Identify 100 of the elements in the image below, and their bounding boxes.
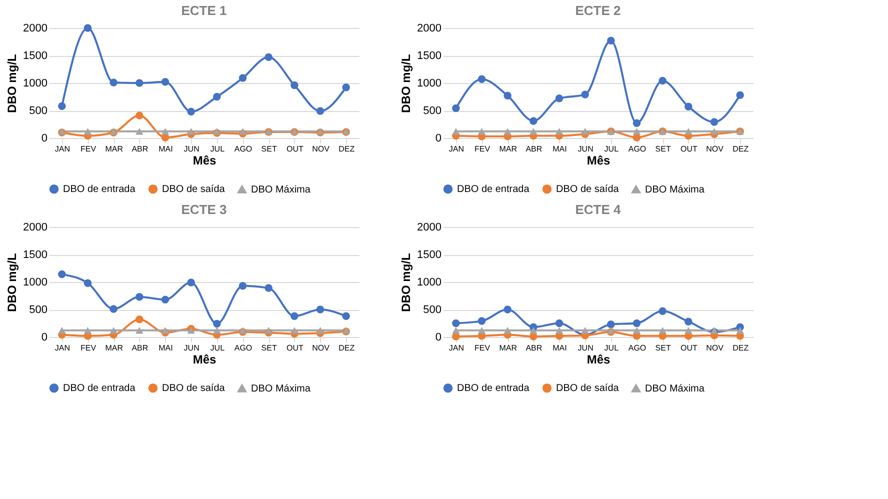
- y-tick-label: 1000: [23, 276, 48, 288]
- point: [161, 128, 170, 135]
- x-tick-label: MAR: [499, 344, 518, 352]
- x-tick-label: DEZ: [338, 344, 355, 352]
- x-tick-label: FEV: [80, 344, 97, 352]
- y-tick-label: 1000: [23, 78, 48, 90]
- point: [452, 128, 460, 135]
- point: [452, 319, 460, 328]
- point: [316, 306, 324, 314]
- point: [478, 128, 486, 135]
- x-tick-label: JAN: [448, 144, 464, 154]
- point: [658, 76, 666, 85]
- point: [316, 107, 324, 115]
- x-tick-label: FEV: [80, 144, 97, 154]
- x-tick-label: FEV: [474, 344, 491, 352]
- legend-label: DBO Máxima: [251, 383, 311, 394]
- point: [658, 327, 666, 334]
- point: [736, 327, 744, 334]
- x-tick-label: AGO: [234, 144, 252, 154]
- x-tick-label: JUL: [210, 144, 226, 154]
- point: [555, 319, 564, 328]
- x-tick-label: FEV: [474, 144, 491, 154]
- x-tick-label: NOV: [706, 144, 724, 154]
- point: [136, 112, 144, 120]
- point: [478, 317, 486, 325]
- point: [136, 292, 144, 301]
- point: [530, 327, 538, 334]
- point: [342, 84, 350, 92]
- x-tick-label: DEZ: [338, 144, 355, 154]
- point: [187, 327, 195, 334]
- y-tick-label: 500: [29, 304, 48, 316]
- point: [632, 128, 641, 135]
- point: [684, 327, 692, 334]
- legend-label: DBO Máxima: [251, 184, 311, 196]
- x-tick-label: ABR: [132, 144, 148, 154]
- legend-label: DBO de saída: [556, 184, 620, 196]
- x-tick-label: MAR: [499, 144, 518, 154]
- point: [504, 327, 512, 334]
- point: [290, 81, 298, 90]
- point: [607, 36, 615, 45]
- legend-label: DBO Máxima: [645, 383, 705, 394]
- point: [187, 128, 195, 135]
- point: [84, 327, 92, 334]
- legend-label: DBO de entrada: [63, 383, 136, 394]
- point: [684, 102, 692, 111]
- point: [110, 327, 118, 334]
- point: [478, 327, 486, 334]
- x-tick-label: AGO: [628, 344, 646, 352]
- x-axis-title: Mês: [192, 352, 216, 366]
- point: [161, 327, 170, 334]
- x-tick-label: OUT: [680, 144, 698, 154]
- point: [684, 318, 692, 326]
- x-tick-label: MAI: [158, 344, 173, 352]
- point: [452, 327, 460, 334]
- y-tick-label: 500: [29, 105, 48, 117]
- y-tick-label: 1500: [417, 50, 442, 62]
- legend-label: DBO de saída: [162, 184, 226, 196]
- y-tick-label: 2000: [23, 22, 48, 34]
- point: [238, 128, 247, 135]
- x-tick-label: JUL: [604, 144, 620, 154]
- x-tick-label: NOV: [312, 344, 330, 352]
- y-axis-title: DBO mg/L: [5, 54, 20, 113]
- point: [264, 53, 272, 62]
- x-axis-title: Mês: [586, 352, 610, 366]
- y-tick-label: 500: [423, 304, 442, 316]
- point: [136, 327, 144, 334]
- point: [264, 327, 272, 334]
- point: [555, 327, 564, 334]
- x-tick-label: OUT: [286, 144, 304, 154]
- y-tick-label: 0: [41, 132, 48, 144]
- point: [238, 282, 247, 290]
- point: [736, 91, 744, 99]
- point: [504, 128, 512, 135]
- point: [84, 279, 92, 287]
- x-axis-title: Mês: [586, 154, 610, 168]
- point: [632, 319, 641, 328]
- x-tick-label: JUL: [604, 344, 620, 352]
- x-tick-label: OUT: [286, 344, 304, 352]
- y-axis-title: DBO mg/L: [399, 253, 414, 312]
- x-tick-label: DEZ: [732, 344, 749, 352]
- point: [84, 128, 92, 135]
- y-axis-title: DBO mg/L: [5, 253, 20, 312]
- x-tick-label: AGO: [628, 144, 646, 154]
- y-tick-label: 2000: [417, 22, 442, 34]
- x-tick-label: JUN: [184, 344, 200, 352]
- point: [290, 327, 298, 334]
- y-tick-label: 1500: [417, 249, 442, 261]
- point: [238, 74, 247, 82]
- point: [658, 307, 666, 316]
- point: [504, 92, 512, 100]
- legend-label: DBO de entrada: [63, 184, 136, 196]
- point: [264, 284, 272, 292]
- point: [478, 75, 486, 84]
- x-tick-label: ABR: [526, 144, 542, 154]
- x-tick-label: DEZ: [732, 144, 749, 154]
- point: [581, 128, 589, 135]
- chart-title: ECTE 3: [181, 202, 227, 217]
- legend-label: DBO de entrada: [457, 184, 530, 196]
- y-tick-label: 0: [41, 332, 48, 344]
- point: [136, 316, 144, 324]
